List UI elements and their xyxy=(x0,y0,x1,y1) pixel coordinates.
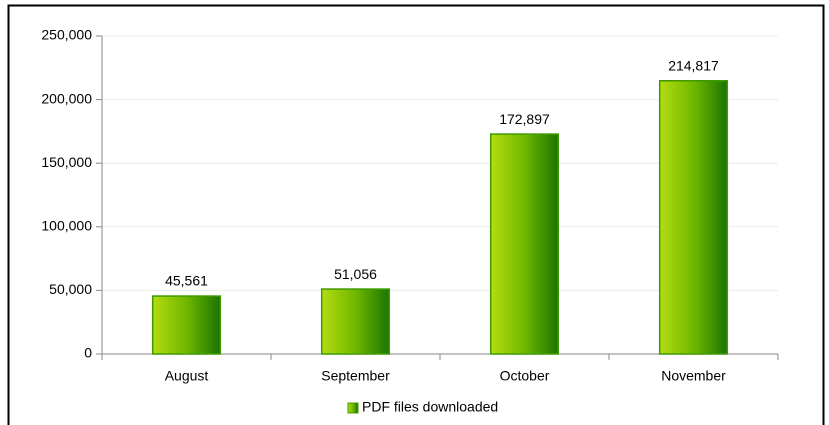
data-label: 45,561 xyxy=(165,273,208,289)
data-label: 51,056 xyxy=(334,266,377,282)
bar xyxy=(658,80,729,355)
y-tick-label: 0 xyxy=(84,345,92,361)
y-tick-label: 250,000 xyxy=(41,27,92,43)
bar xyxy=(489,133,560,355)
data-label: 214,817 xyxy=(668,57,719,73)
bar xyxy=(151,295,222,355)
y-tick-label: 50,000 xyxy=(49,281,92,297)
x-tick-label: November xyxy=(661,368,726,384)
bar xyxy=(320,288,391,355)
legend-label: PDF files downloaded xyxy=(362,399,498,415)
y-tick-label: 150,000 xyxy=(41,154,92,170)
x-tick-label: October xyxy=(500,368,550,384)
data-label: 172,897 xyxy=(499,111,550,127)
legend-swatch xyxy=(347,402,359,414)
x-tick-label: August xyxy=(165,368,209,384)
x-tick-label: September xyxy=(321,368,390,384)
y-tick-label: 200,000 xyxy=(41,90,92,106)
y-tick-label: 100,000 xyxy=(41,218,92,234)
